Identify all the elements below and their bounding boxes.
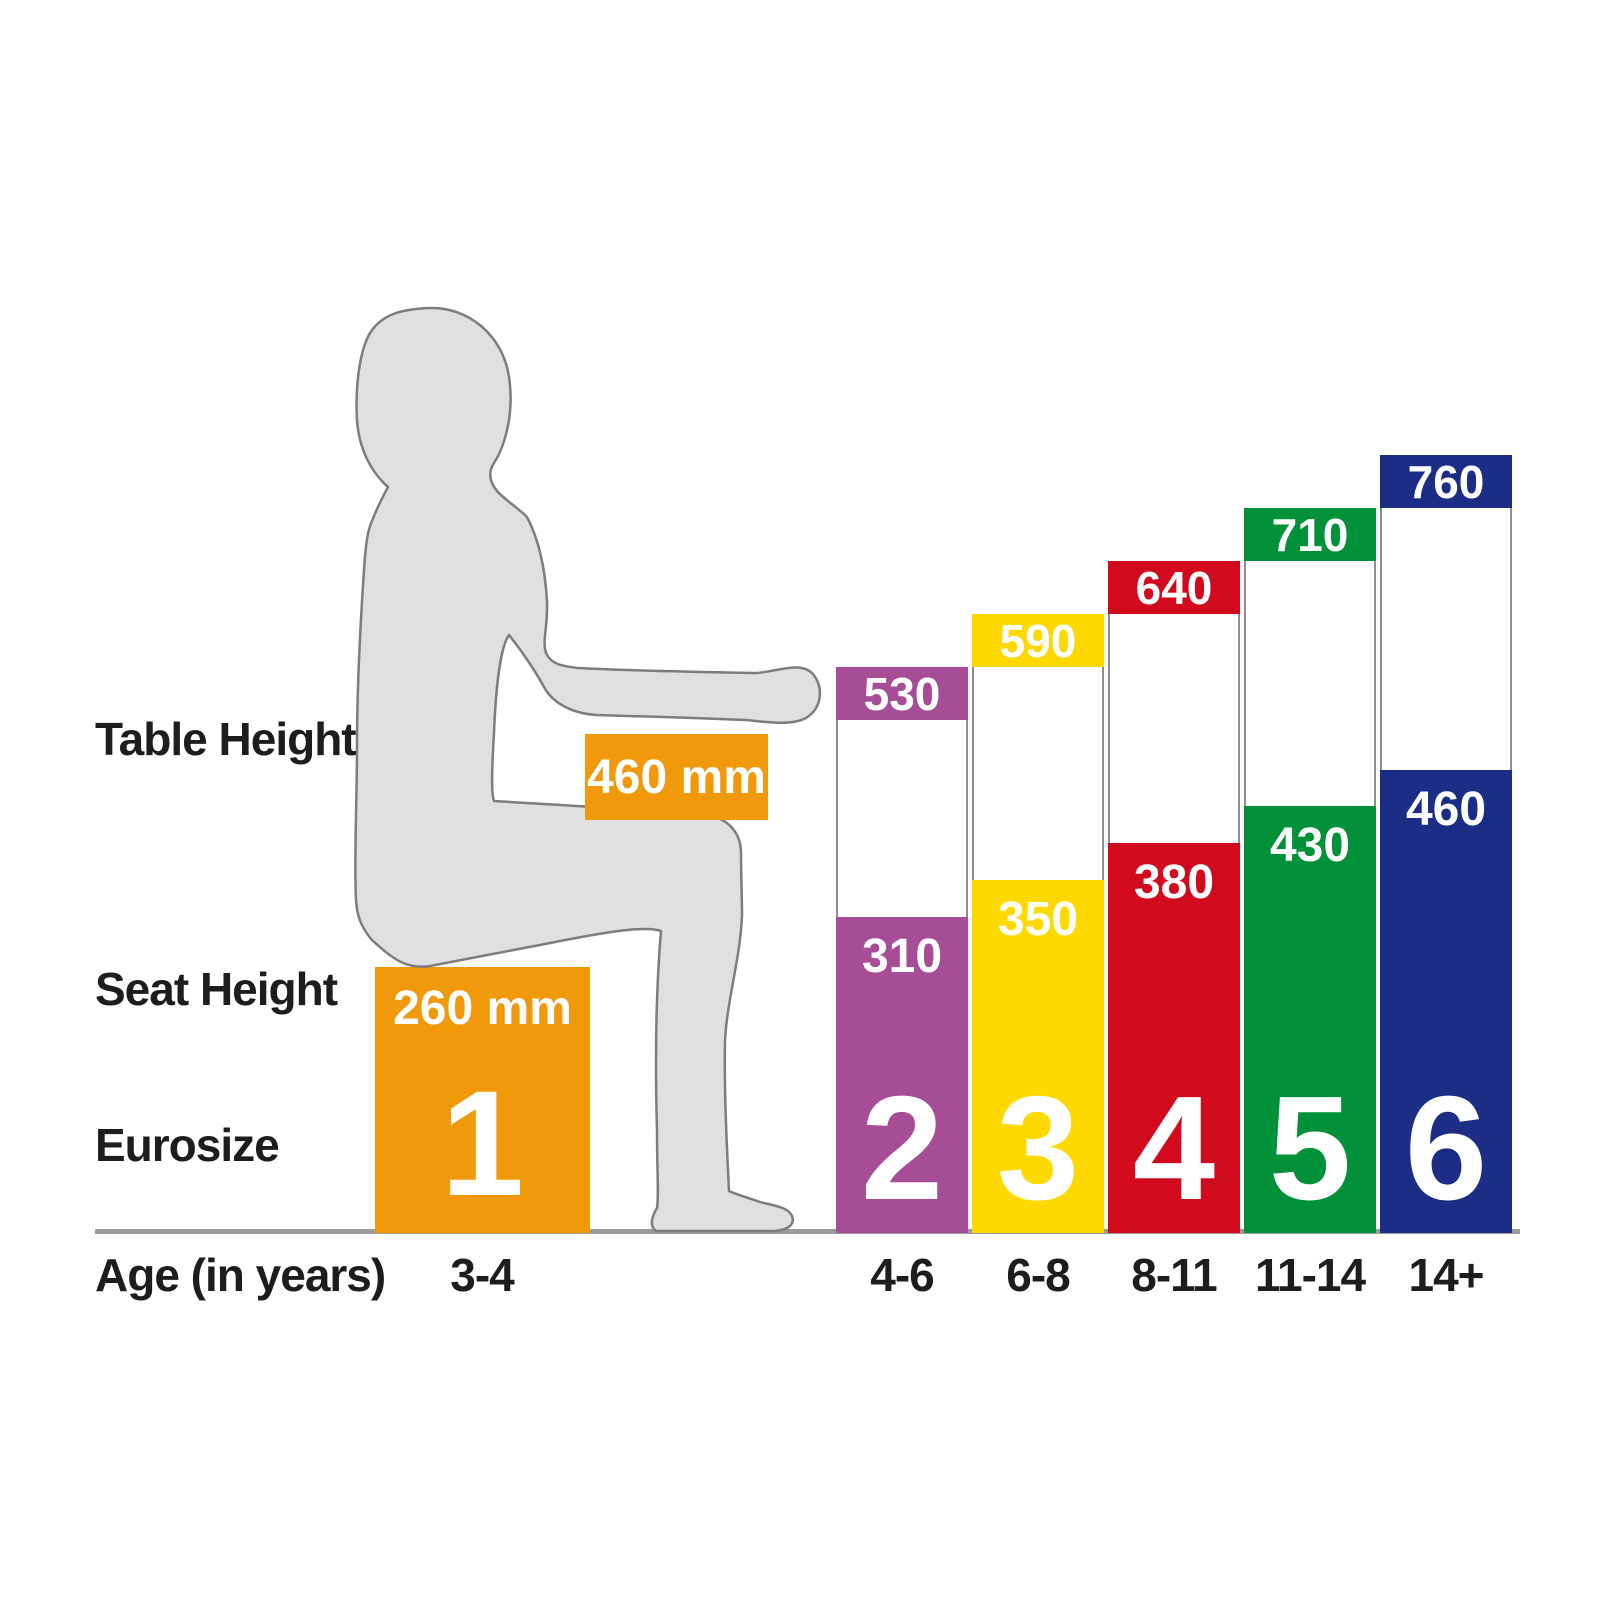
silhouette-path [354, 306, 822, 1233]
size1-eurosize-digit: 1 [440, 1059, 525, 1227]
baseline-rule [95, 1229, 1520, 1234]
age-label: 8-11 [1131, 1249, 1218, 1301]
bar-size-6-white-middle [1380, 508, 1512, 770]
bar-size-3-seat-segment: 350 3 [972, 880, 1104, 1233]
eurosize-digit: 5 [1268, 1066, 1352, 1231]
size1-seat-height-value: 260 mm [393, 982, 572, 1035]
seat-height-value: 350 [997, 893, 1079, 946]
seat-height-value: 430 [1269, 819, 1351, 872]
eurosize-label: Eurosize [95, 1119, 280, 1171]
bar-size-2-seat-segment: 310 2 [836, 917, 968, 1233]
bar-size-4-white-middle [1108, 614, 1240, 843]
age-label: 14+ [1408, 1249, 1484, 1301]
size1-seat-box [375, 967, 590, 1233]
bar-size-2-table-height-block: 530 [836, 667, 968, 720]
bar-size-2-white-middle [836, 720, 968, 917]
age-axis-label: Age (in years) [95, 1249, 386, 1301]
table-height-label: Table Height [95, 713, 357, 765]
seat-height-value: 310 [861, 930, 943, 983]
bar-size-4-table-height-block: 640 [1108, 561, 1240, 614]
age-label: 4-6 [870, 1249, 934, 1301]
eurosize-digit: 4 [1132, 1066, 1216, 1231]
bar-size-6-seat-segment: 460 6 [1380, 770, 1512, 1233]
bar-size-3-white-middle [972, 667, 1104, 880]
age-label: 3-4 [450, 1249, 514, 1301]
bar-size-5-seat-segment: 430 5 [1244, 806, 1376, 1233]
seat-height-label: Seat Height [95, 963, 338, 1015]
eurosize-digit: 2 [860, 1066, 944, 1231]
seat-height-value: 460 [1405, 783, 1487, 836]
bar-size-5-table-height-block: 710 [1244, 508, 1376, 561]
size1-table-height-tag: 460 mm [585, 734, 768, 820]
eurosize-digit: 6 [1404, 1066, 1488, 1231]
seat-height-value: 380 [1133, 856, 1215, 909]
eurosize-digit: 3 [996, 1066, 1080, 1231]
bar-size-4-seat-segment: 380 4 [1108, 843, 1240, 1233]
bar-size-5-white-middle [1244, 561, 1376, 806]
age-label: 6-8 [1006, 1249, 1070, 1301]
bar-size-3-table-height-block: 590 [972, 614, 1104, 667]
age-label: 11-14 [1254, 1249, 1366, 1301]
bar-size-6-table-height-block: 760 [1380, 455, 1512, 508]
